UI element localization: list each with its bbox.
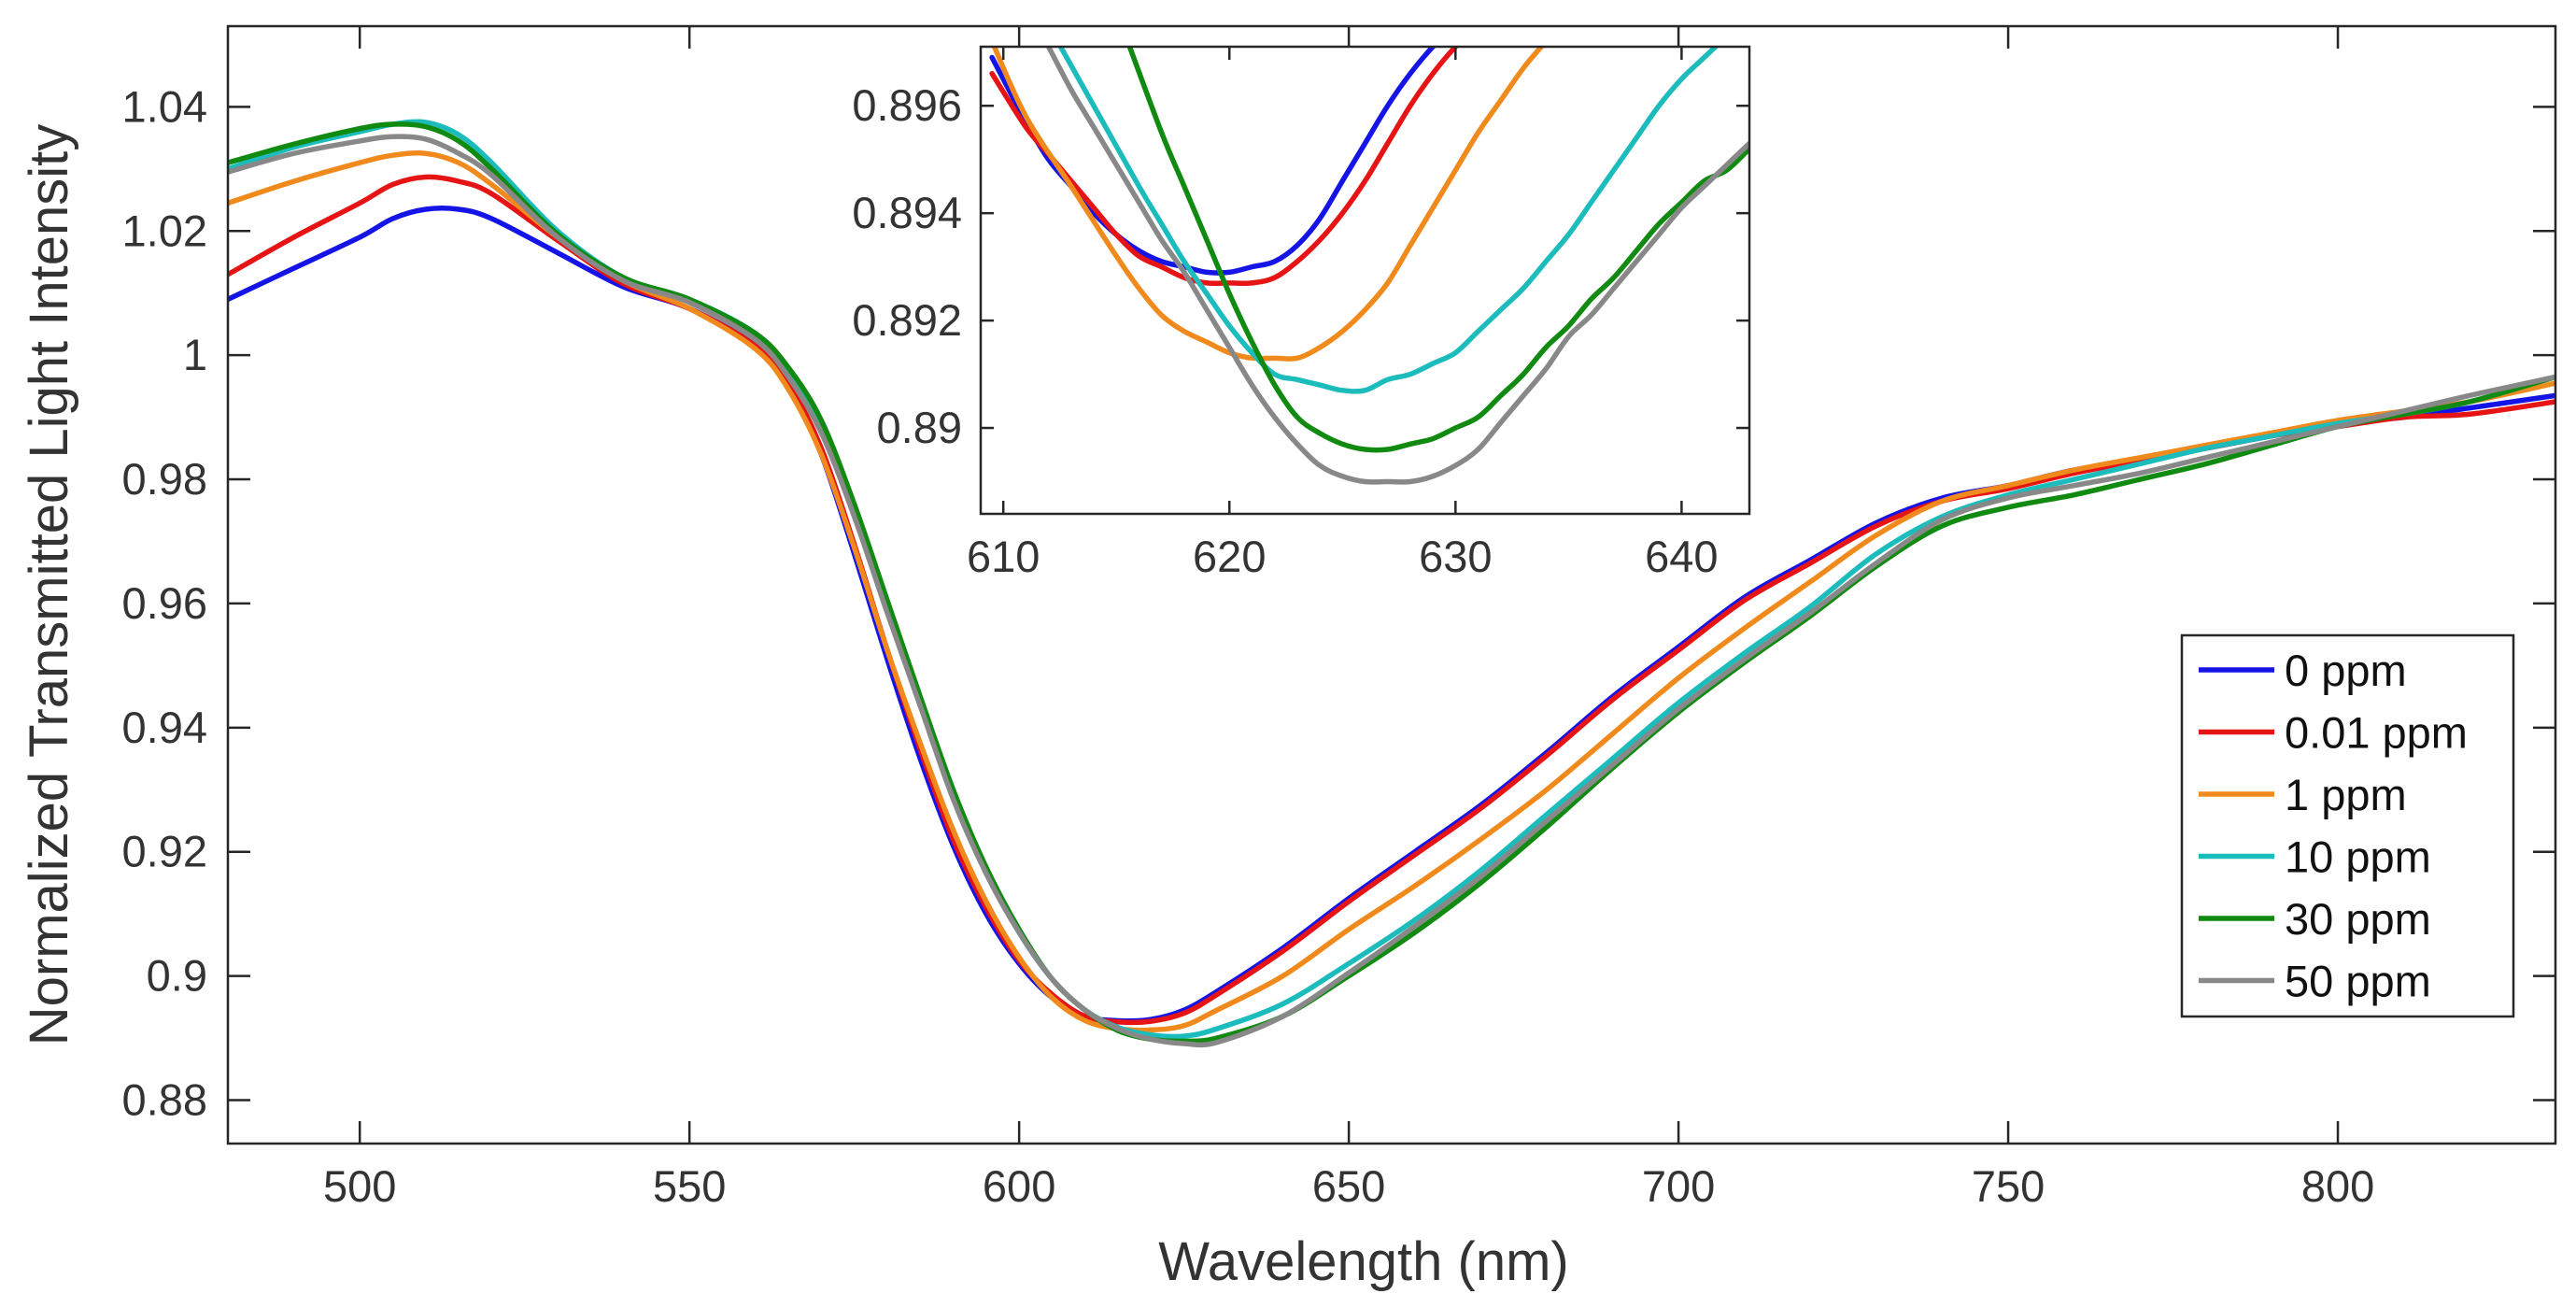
main-y-tick-label: 1 [183,330,207,379]
inset-plot-area [981,47,1749,514]
main-y-tick-label: 0.9 [147,951,207,1001]
legend: 0 ppm 0.01 ppm 1 ppm 10 ppm 30 ppm 50 ppm [2180,633,2515,1018]
inset-plot: 610 620 630 640 0.89 0.892 0.894 0.896 [852,45,1751,581]
inset-ticks-group: 610 620 630 640 0.89 0.892 0.894 0.896 [852,47,1749,581]
main-x-tick-label: 600 [983,1161,1055,1211]
inset-series-line-50-ppm [1045,47,1749,485]
main-x-tick-label: 500 [323,1161,396,1211]
legend-label: 0 ppm [2285,646,2407,695]
inset-series-line-10-ppm [1057,47,1720,394]
legend-label: 10 ppm [2285,832,2431,882]
inset-y-tick-label: 0.894 [852,188,962,237]
legend-label: 50 ppm [2285,957,2431,1006]
inset-x-tick-label: 620 [1193,532,1266,581]
inset-x-tick-label: 610 [967,532,1040,581]
main-y-tick-label: 0.98 [122,454,207,504]
legend-label: 1 ppm [2285,770,2407,819]
inset-series-line-0-01-ppm [989,47,1460,287]
main-y-tick-label: 1.02 [122,206,207,255]
main-x-tick-label: 550 [653,1161,726,1211]
main-ticks-group: 500 550 600 650 700 750 800 0.88 0.9 0.92 0.94 0.96… [122,26,2555,1211]
inset-y-tick-label: 0.896 [852,80,962,130]
y-axis-title: Normalized Transmitted Light Intensity [19,124,79,1045]
inset-series-line-30-ppm [1126,47,1749,453]
main-series-group [228,119,2555,1048]
inset-y-tick-label: 0.89 [877,403,962,452]
main-y-tick-label: 1.04 [122,81,207,131]
inset-x-tick-label: 640 [1645,532,1718,581]
main-x-tick-label: 700 [1642,1161,1715,1211]
main-axes-frame [226,24,2557,1145]
main-x-tick-label: 750 [1972,1161,2045,1211]
main-x-tick-label: 800 [2301,1161,2374,1211]
legend-label: 30 ppm [2285,894,2431,944]
inset-axes-frame [979,45,1751,516]
main-y-tick-label: 0.96 [122,578,207,628]
inset-y-tick-label: 0.892 [852,295,962,345]
inset-series-group [989,47,1749,485]
legend-label: 0.01 ppm [2285,708,2468,758]
inset-series-line-1-ppm [991,47,1545,362]
inset-x-tick-label: 630 [1419,532,1492,581]
x-axis-title: Wavelength (nm) [1158,1231,1568,1292]
legend-box [2180,633,2515,1018]
main-y-tick-label: 0.92 [122,827,207,876]
main-x-tick-label: 650 [1312,1161,1385,1211]
main-series-line-50-ppm [228,134,2555,1048]
main-y-tick-label: 0.88 [122,1074,207,1124]
main-y-tick-label: 0.94 [122,703,207,752]
